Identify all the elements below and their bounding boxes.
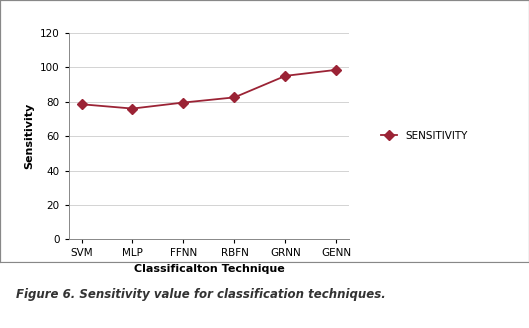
Legend: SENSITIVITY: SENSITIVITY: [377, 127, 471, 145]
Y-axis label: Sensitivity: Sensitivity: [24, 103, 34, 169]
X-axis label: Classificalton Technique: Classificalton Technique: [134, 264, 284, 274]
Text: Figure 6. Sensitivity value for classification techniques.: Figure 6. Sensitivity value for classifi…: [16, 289, 386, 301]
